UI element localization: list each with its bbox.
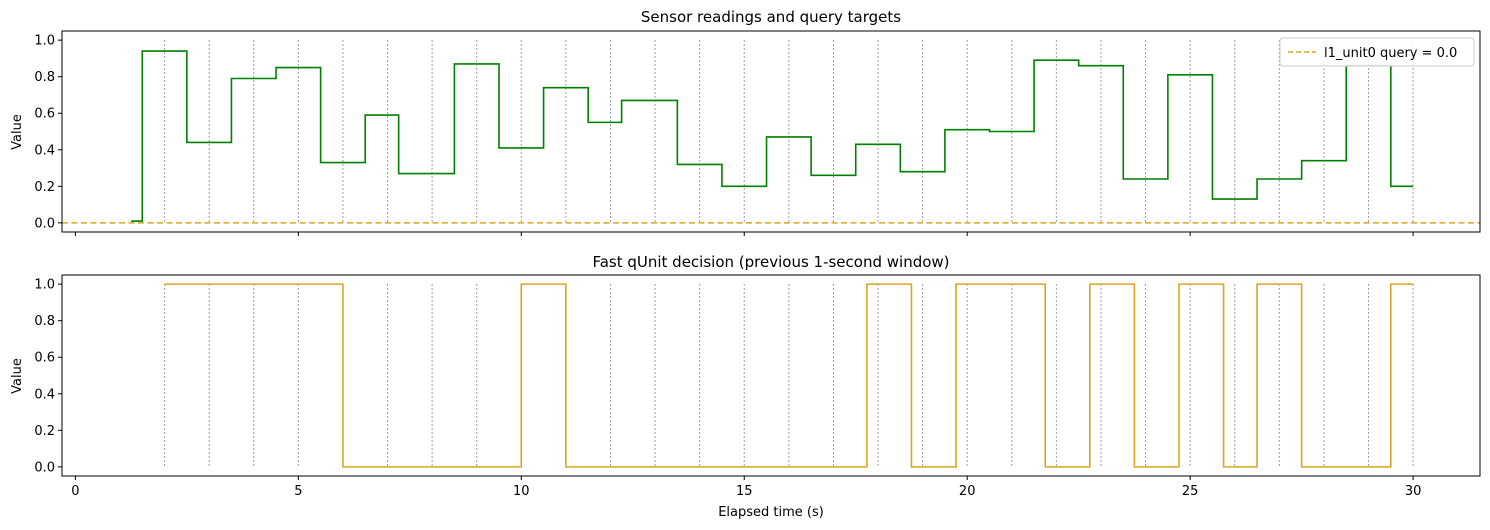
- sensor-panel-legend: l1_unit0 query = 0.0: [1279, 37, 1475, 67]
- sensor-panel-ylabel: Value: [10, 114, 25, 150]
- y-tick-label: 1.0: [34, 278, 55, 293]
- sensor-panel: Sensor readings and query targets Value …: [10, 8, 1481, 236]
- sensor-panel-axes: 0.0 0.2 0.4 0.6 0.8 1.0: [34, 30, 1481, 236]
- decision-panel-xlabel: Elapsed time (s): [718, 505, 824, 520]
- x-tick-label: 25: [1182, 484, 1199, 499]
- y-tick-label: 1.0: [34, 34, 55, 49]
- x-tick-label: 0: [71, 484, 79, 499]
- y-tick-label: 0.8: [34, 70, 55, 85]
- decision-panel-ylabel: Value: [10, 358, 25, 394]
- x-tick-label: 30: [1405, 484, 1422, 499]
- decision-panel-title: Fast qUnit decision (previous 1-second w…: [592, 253, 949, 271]
- legend-label-query-line: l1_unit0 query = 0.0: [1324, 46, 1457, 61]
- y-tick-label: 0.2: [34, 180, 55, 195]
- decision-panel-series: [164, 283, 1414, 468]
- axes-frame: [61, 30, 1481, 233]
- sensor-panel-series: [62, 50, 1480, 224]
- y-tick-label: 0.6: [34, 107, 55, 122]
- x-tick-label: 10: [513, 484, 530, 499]
- x-tick-label: 5: [294, 484, 302, 499]
- y-tick-label: 0.2: [34, 424, 55, 439]
- y-tick-label: 0.0: [34, 216, 55, 231]
- sensor-panel-window-lines: [164, 40, 1414, 223]
- decision-panel: Fast qUnit decision (previous 1-second w…: [10, 253, 1481, 520]
- axes-frame: [61, 274, 1481, 477]
- x-tick-label: 20: [959, 484, 976, 499]
- legend-frame: [1279, 37, 1475, 67]
- decision-line: [164, 283, 1414, 468]
- y-tick-label: 0.6: [34, 351, 55, 366]
- decision-panel-axes: 0.0 0.2 0.4 0.6 0.8 1.0 0 5 10 15 20 25 30: [34, 274, 1481, 499]
- sensor-panel-title: Sensor readings and query targets: [641, 8, 901, 26]
- x-tick-label: 15: [736, 484, 753, 499]
- y-tick-label: 0.4: [34, 387, 55, 402]
- y-tick-label: 0.4: [34, 143, 55, 158]
- sensor-readings-line: [131, 50, 1414, 222]
- y-tick-label: 0.0: [34, 460, 55, 475]
- y-tick-label: 0.8: [34, 314, 55, 329]
